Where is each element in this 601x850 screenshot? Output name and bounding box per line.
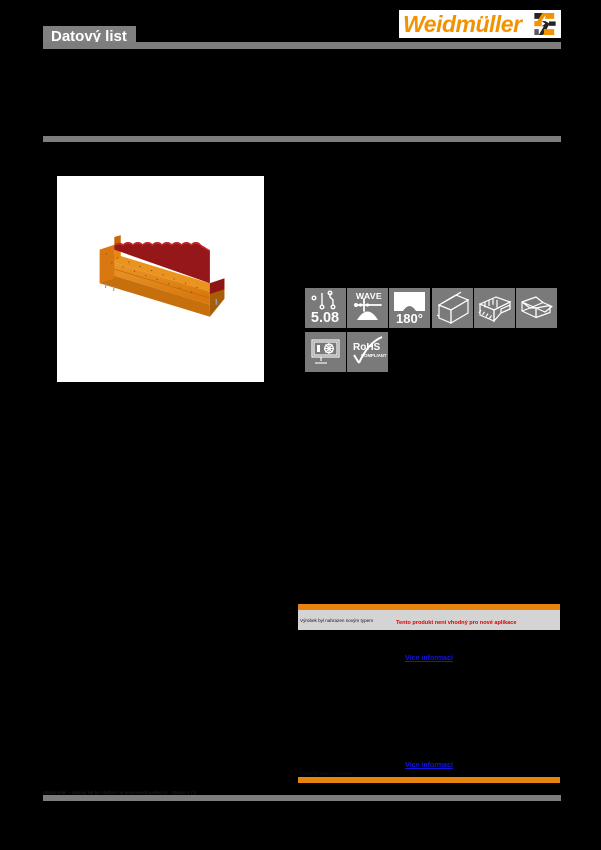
svg-text:WAVE: WAVE [356,291,382,301]
svg-text:5.08: 5.08 [311,310,339,326]
svg-text:RoHS: RoHS [353,342,381,353]
svg-text:180°: 180° [396,311,423,326]
